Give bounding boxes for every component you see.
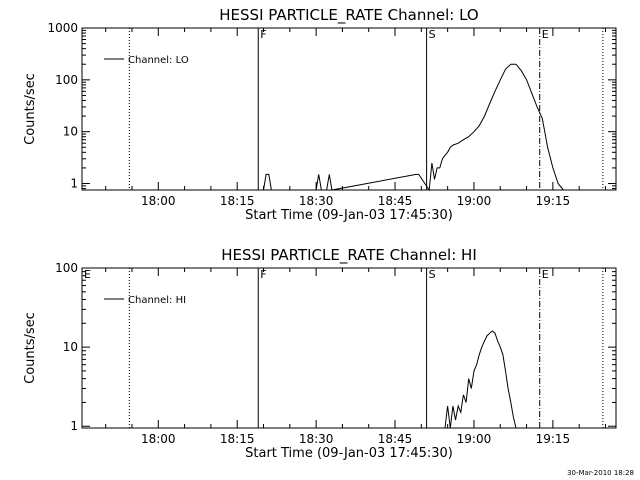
x-tick-label: 19:15 [536,194,571,208]
x-tick-label: 19:00 [457,194,492,208]
x-tick-label: 19:00 [457,432,492,446]
marker-label: E [542,268,549,281]
x-axis-label: Start Time (09-Jan-03 17:45:30) [245,446,453,461]
x-tick-label: 18:00 [141,432,176,446]
series-line [263,63,564,192]
marker-label: S [429,268,436,281]
x-tick-label: 18:00 [141,194,176,208]
y-tick-label: 10 [63,340,78,354]
x-tick-label: 18:45 [378,432,413,446]
marker-label: F [260,268,266,281]
marker-label: S [429,28,436,41]
y-tick-label: 100 [55,73,78,87]
x-tick-label: 18:45 [378,194,413,208]
chart-title: HESSI PARTICLE_RATE Channel: HI [221,246,477,265]
y-tick-label: 1 [70,419,78,433]
date-stamp: 30-Mar-2010 18:28 [567,469,634,477]
x-tick-label: 18:15 [220,432,255,446]
marker-label: E [84,268,91,281]
chart-title: HESSI PARTICLE_RATE Channel: LO [219,6,478,25]
x-tick-label: 18:15 [220,194,255,208]
y-tick-label: 10 [63,125,78,139]
x-tick-label: 18:30 [299,194,334,208]
y-tick-label: 100 [55,261,78,275]
marker-label: F [260,28,266,41]
y-axis-label: Counts/sec [23,73,38,145]
plot-frame [81,267,617,429]
plot-frame [81,27,617,191]
y-tick-label: 1 [70,177,78,191]
x-axis-label: Start Time (09-Jan-03 17:45:30) [245,208,453,223]
series-line [444,330,517,429]
legend-label: Channel: HI [128,295,186,306]
marker-label: E [542,28,549,41]
x-tick-label: 18:30 [299,432,334,446]
legend-label: Channel: LO [128,55,189,66]
y-axis-label: Counts/sec [23,312,38,384]
y-tick-label: 1000 [47,21,78,35]
x-tick-label: 19:15 [536,432,571,446]
